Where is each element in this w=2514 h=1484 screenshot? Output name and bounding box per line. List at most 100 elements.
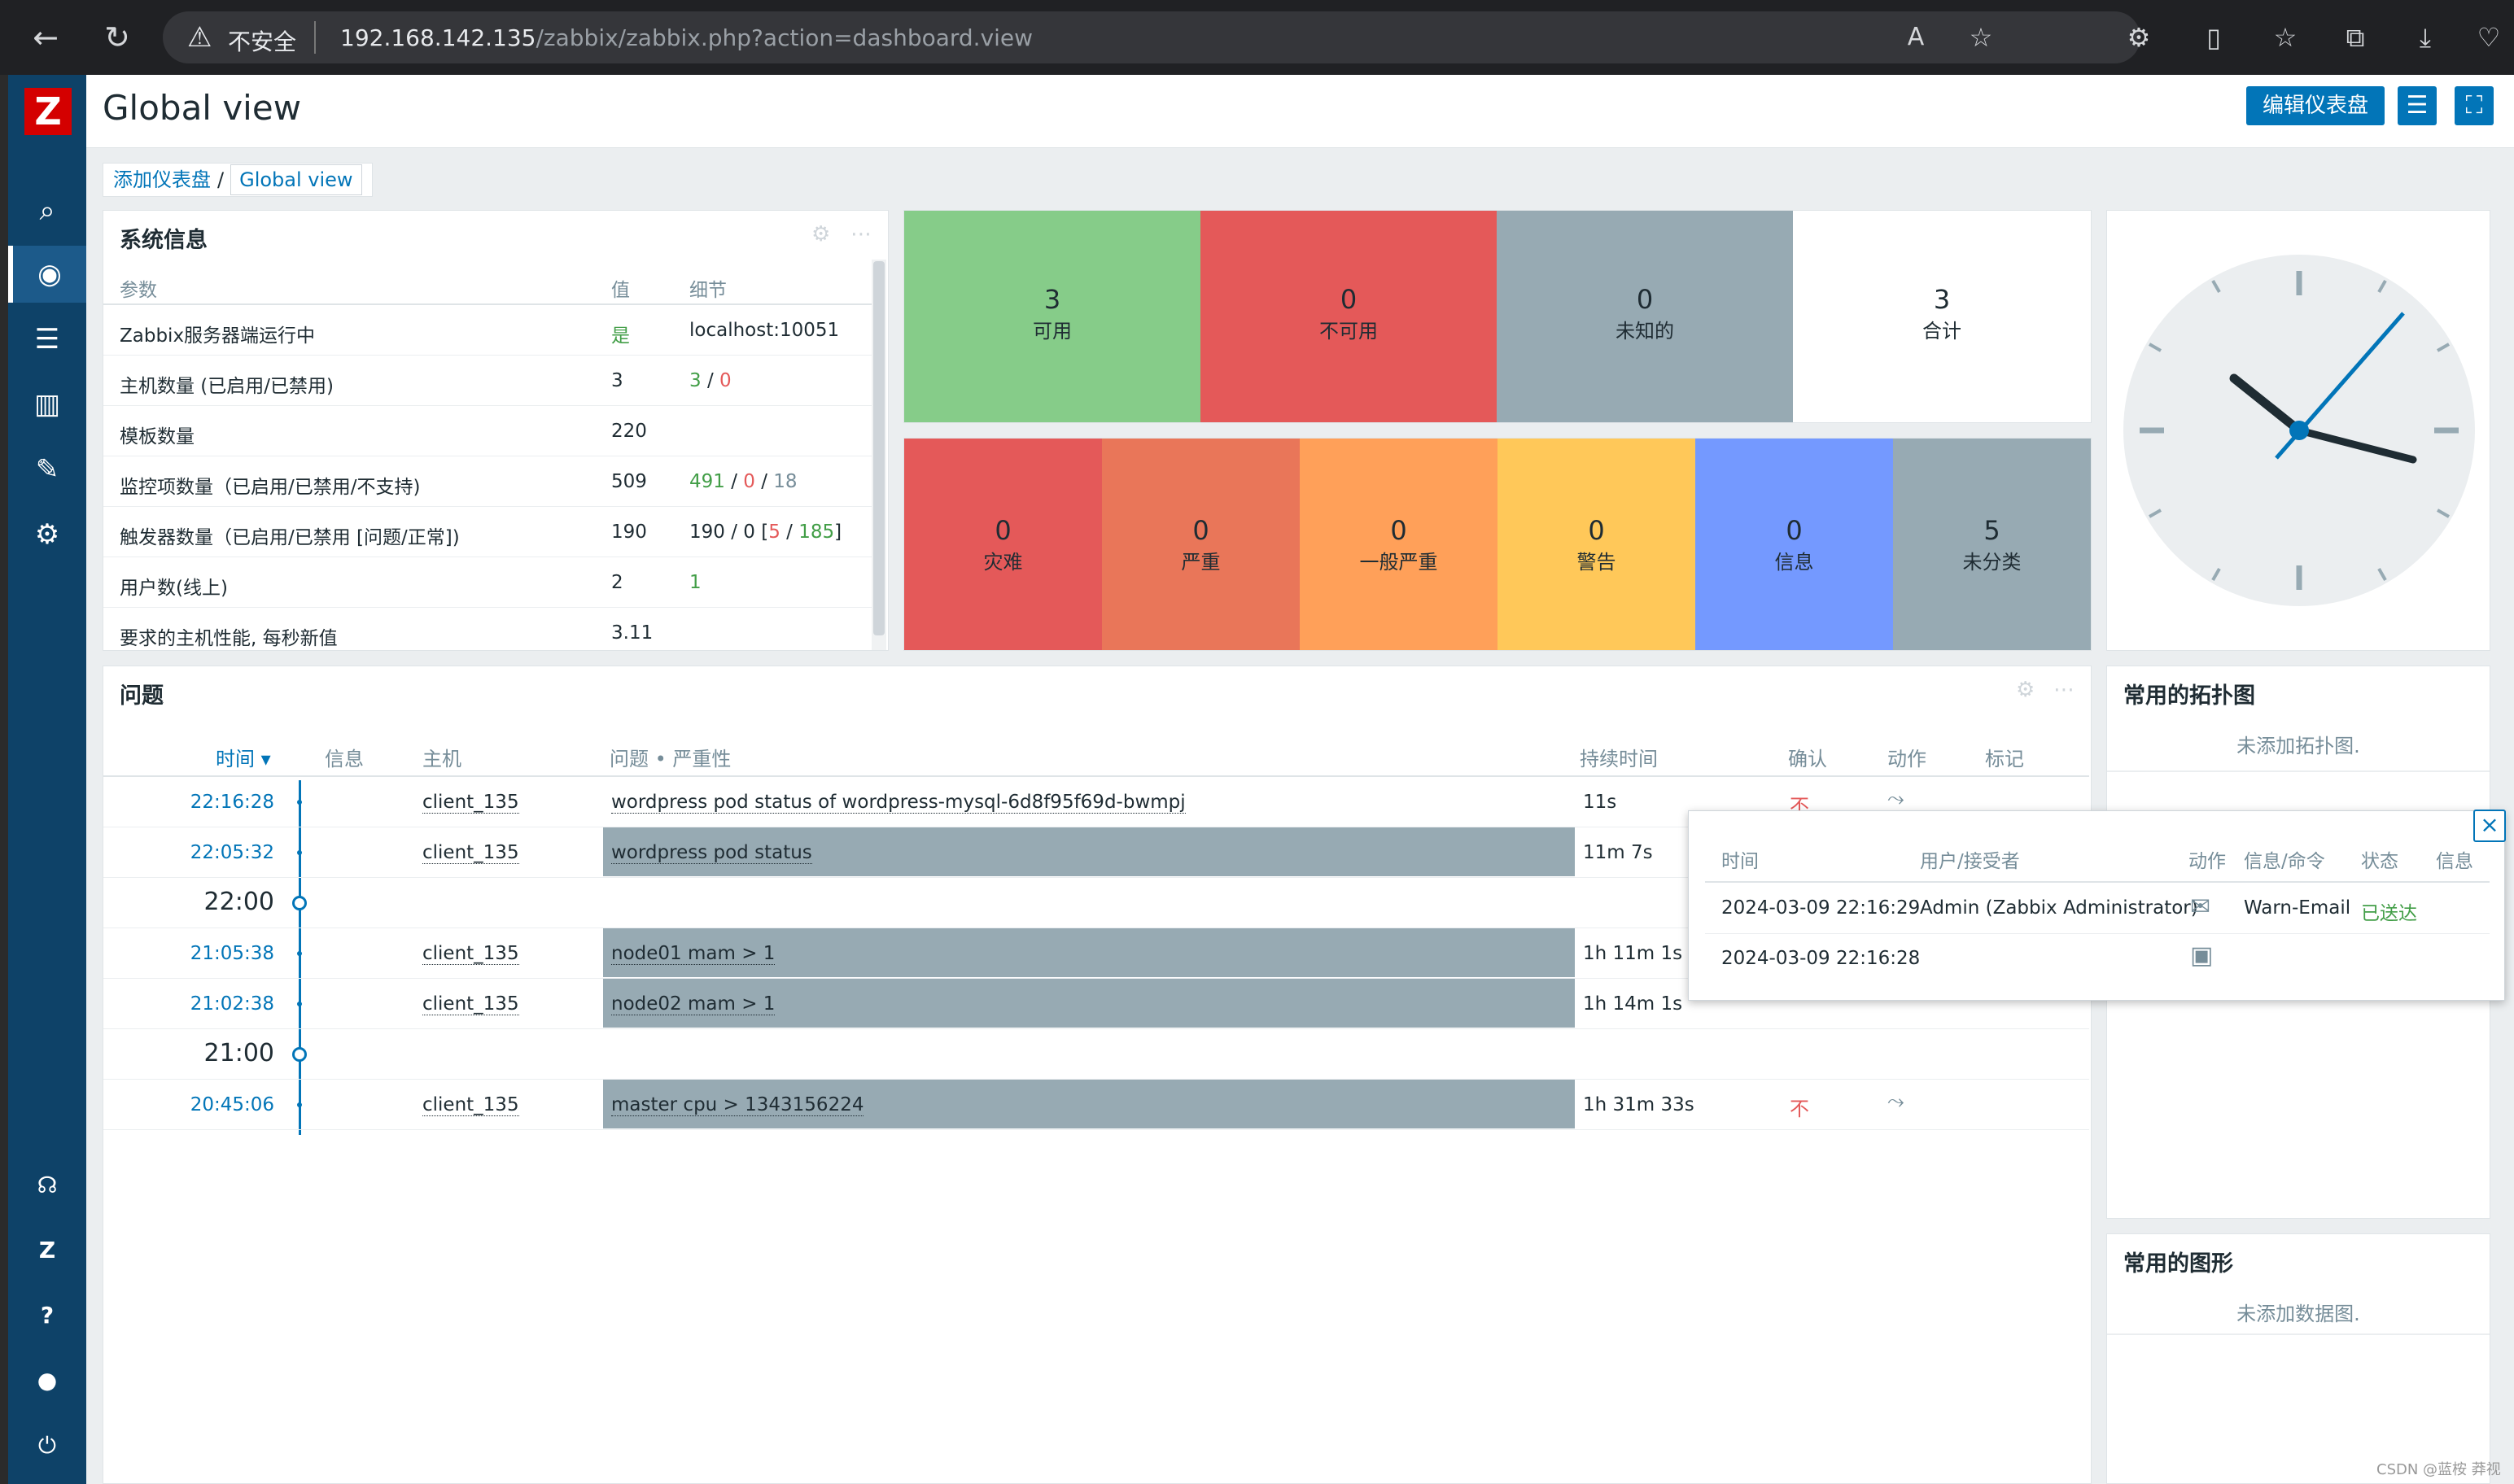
problem-cell[interactable]: node01 mam > 1 — [603, 928, 1575, 977]
severity-tile-warning[interactable]: 0 警告 — [1497, 439, 1695, 650]
availability-tile-unknown[interactable]: 0 未知的 — [1497, 211, 1793, 422]
monitoring-eye-icon[interactable]: ◉ — [8, 246, 86, 303]
problem-time[interactable]: 22:05:32 — [190, 842, 274, 863]
timeline-circle — [292, 896, 307, 910]
severity-tile-information[interactable]: 0 信息 — [1695, 439, 1893, 650]
read-aloud-icon[interactable]: A — [1907, 23, 1925, 51]
availability-tile-available[interactable]: 3 可用 — [904, 211, 1200, 422]
header-ack: 确认 — [1788, 748, 1827, 770]
problem-name[interactable]: node01 mam > 1 — [611, 943, 776, 965]
row-param: 触发器数量（已启用/已禁用 [问题/正常]) — [120, 527, 460, 548]
tile-count: 3 — [1043, 284, 1061, 315]
popup-divider — [1705, 881, 2490, 883]
more-icon[interactable]: ⋯ — [2053, 678, 2075, 702]
download-icon[interactable]: ⤓ — [2419, 22, 2432, 53]
reports-chart-icon[interactable]: ▥ — [33, 388, 61, 421]
problem-name[interactable]: master cpu > 1343156224 — [611, 1094, 864, 1116]
problem-cell[interactable]: node02 mam > 1 — [603, 979, 1575, 1028]
administration-gear-icon[interactable]: ⚙ — [34, 518, 60, 551]
problem-time[interactable]: 22:16:28 — [190, 792, 274, 813]
tile-label: 一般严重 — [1359, 551, 1438, 574]
favorite-star-icon[interactable]: ☆ — [1969, 22, 1993, 53]
problem-name[interactable]: node02 mam > 1 — [611, 993, 776, 1015]
more-icon[interactable]: ⋯ — [850, 222, 872, 247]
user-profile-icon[interactable]: ● — [37, 1367, 58, 1394]
url-host: 192.168.142.135 — [340, 24, 536, 51]
table-row[interactable]: 22:05:32 client_135 wordpress pod status… — [103, 827, 2089, 878]
actions-icon[interactable]: ⤳ — [1887, 787, 1904, 811]
severity-tile-disaster[interactable]: 0 灾难 — [904, 439, 1102, 650]
address-bar[interactable]: ⚠ 不安全 192.168.142.135/zabbix/zabbix.php?… — [163, 11, 2140, 63]
problem-name[interactable]: wordpress pod status of wordpress-mysql-… — [611, 792, 1186, 814]
severity-tile-not-classified[interactable]: 5 未分类 — [1893, 439, 2091, 650]
email-icon: ✉ — [2190, 893, 2211, 921]
menu-icon[interactable]: ☰ — [2398, 86, 2437, 125]
split-screen-icon[interactable]: ▯ — [2206, 22, 2221, 53]
scrollbar-thumb[interactable] — [873, 261, 885, 635]
popup-header-user: 用户/接受者 — [1920, 851, 2020, 872]
support-headset-icon[interactable]: ☊ — [37, 1172, 58, 1198]
table-row[interactable]: 20:45:06 client_135 master cpu > 1343156… — [103, 1080, 2089, 1130]
popup-row-divider — [1705, 933, 2490, 934]
back-icon[interactable]: ← — [33, 20, 59, 55]
table-row[interactable]: 21:02:38 client_135 node02 mam > 1 1h 14… — [103, 979, 2089, 1029]
gear-icon[interactable]: ⚙ — [811, 222, 831, 247]
fullscreen-icon[interactable]: ⛶ — [2455, 86, 2494, 125]
problem-cell[interactable]: wordpress pod status of wordpress-mysql-… — [603, 777, 1575, 826]
extensions-icon[interactable]: ⚙ — [2127, 22, 2151, 53]
popup-row-time: 2024-03-09 22:16:28 — [1721, 948, 1921, 969]
header-param: 参数 — [120, 280, 157, 301]
availability-tile-unavailable[interactable]: 0 不可用 — [1200, 211, 1497, 422]
gear-icon[interactable]: ⚙ — [2016, 678, 2035, 702]
favorites-icon[interactable]: ☆ — [2273, 22, 2298, 53]
clock-hour-marks — [2140, 271, 2459, 590]
help-icon[interactable]: ? — [40, 1302, 55, 1329]
row-value: 3 — [611, 370, 623, 391]
problem-time[interactable]: 21:02:38 — [190, 993, 274, 1015]
integrations-z-icon[interactable]: Z — [38, 1237, 56, 1264]
row-value: 190 — [611, 522, 647, 543]
configuration-wrench-icon[interactable]: ✎ — [35, 453, 59, 486]
inventory-list-icon[interactable]: ☰ — [34, 323, 60, 356]
actions-icon[interactable]: ⤳ — [1887, 1089, 1904, 1114]
problem-time[interactable]: 21:05:38 — [190, 943, 274, 964]
problem-host[interactable]: client_135 — [422, 943, 519, 965]
problem-host[interactable]: client_135 — [422, 1094, 519, 1116]
problem-time[interactable]: 20:45:06 — [190, 1094, 274, 1115]
sign-out-icon[interactable]: ⏻ — [37, 1432, 57, 1459]
problem-host[interactable]: client_135 — [422, 792, 519, 814]
divider — [2107, 770, 2490, 772]
row-detail: 1 — [689, 572, 702, 593]
header-host[interactable]: 主机 — [422, 748, 461, 770]
detail-bracket: ] — [834, 522, 842, 543]
extensions-icon[interactable] — [2043, 18, 2082, 57]
reload-icon[interactable]: ↻ — [104, 20, 130, 55]
search-icon[interactable]: ⌕ — [39, 194, 55, 227]
problem-host[interactable]: client_135 — [422, 842, 519, 864]
tile-label: 警告 — [1576, 551, 1616, 574]
close-icon[interactable]: × — [2473, 810, 2506, 842]
table-row[interactable]: 22:16:28 client_135 wordpress pod status… — [103, 777, 2089, 827]
header-time[interactable]: 时间 ▾ — [216, 748, 271, 770]
problem-cell[interactable]: wordpress pod status — [603, 827, 1575, 876]
edit-dashboard-button[interactable]: 编辑仪表盘 — [2246, 86, 2385, 125]
severity-tile-high[interactable]: 0 严重 — [1102, 439, 1300, 650]
collections-icon[interactable]: ⧉ — [2346, 22, 2365, 53]
problem-name[interactable]: wordpress pod status — [611, 842, 812, 864]
table-row[interactable]: 21:05:38 client_135 node01 mam > 1 1h 11… — [103, 928, 2089, 979]
ack-link[interactable]: 不 — [1790, 1098, 1809, 1120]
detail-ok: 185 — [798, 522, 835, 543]
header-problem[interactable]: 问题 • 严重性 — [610, 748, 732, 770]
zabbix-logo[interactable]: Z — [24, 88, 72, 135]
security-label: 不安全 — [228, 28, 297, 55]
popup-row-time: 2024-03-09 22:16:29 — [1721, 897, 1921, 919]
row-param: 主机数量 (已启用/已禁用) — [120, 376, 334, 397]
availability-tile-total[interactable]: 3 合计 — [1793, 211, 2091, 422]
problem-host[interactable]: client_135 — [422, 993, 519, 1015]
breadcrumb-current[interactable]: Global view — [230, 164, 362, 195]
severity-tile-average[interactable]: 0 一般严重 — [1300, 439, 1497, 650]
problem-cell[interactable]: master cpu > 1343156224 — [603, 1080, 1575, 1128]
breadcrumb-parent[interactable]: 添加仪表盘 — [113, 168, 211, 191]
health-icon[interactable]: ♡ — [2477, 22, 2501, 53]
timeline-dot — [297, 850, 302, 855]
